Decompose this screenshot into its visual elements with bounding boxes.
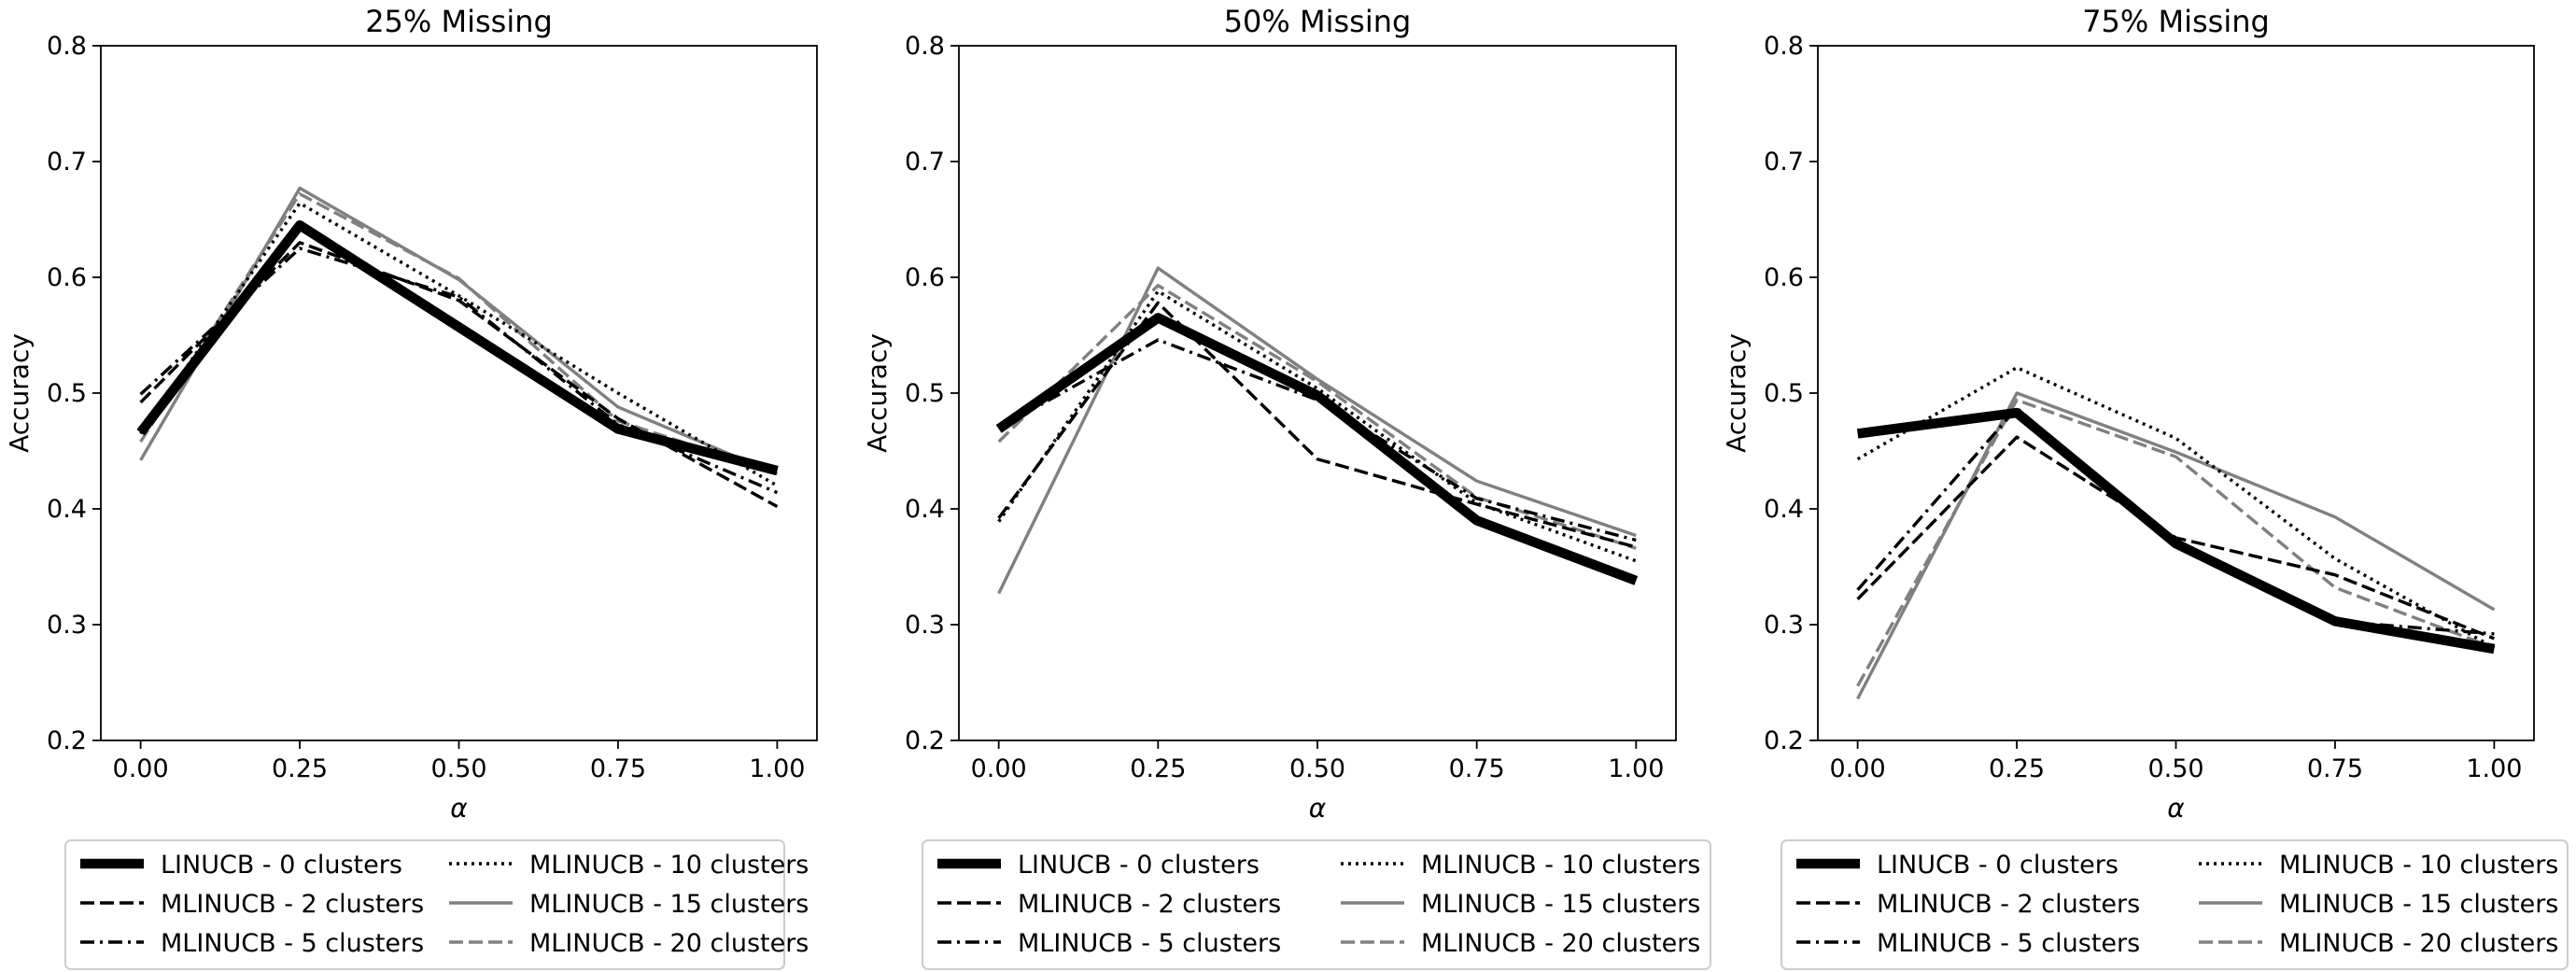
series-lines (136, 186, 779, 508)
y-tick-label: 0.6 (47, 263, 87, 292)
x-tick-label: 1.00 (1608, 754, 1664, 783)
x-tick-label: 0.25 (1130, 754, 1186, 783)
y-tick-label: 0.2 (905, 726, 945, 755)
legend-label: MLINUCB - 15 clusters (2279, 890, 2558, 919)
panel-2: 0.2 0.3 0.4 0.5 0.6 0.7 0.8 0.00 0.25 0.50 0.75 1.0… (862, 4, 1711, 970)
series-line-mlinucb-20-clusters (1856, 398, 2496, 687)
x-axis-label: α (2167, 793, 2185, 824)
y-tick-label: 0.7 (905, 148, 945, 176)
x-tick-label: 0.50 (430, 754, 486, 783)
chart-title: 25% Missing (365, 4, 553, 39)
x-tick-label: 0.75 (1449, 754, 1505, 783)
series-lines (1856, 366, 2496, 700)
y-tick-label: 0.3 (905, 611, 945, 640)
y-axis-label: Accuracy (1721, 333, 1752, 453)
y-tick-label: 0.7 (47, 148, 87, 176)
y-tick-label: 0.6 (1764, 263, 1804, 292)
y-tick-label: 0.5 (905, 379, 945, 408)
series-line-linucb-0-clusters (136, 219, 779, 476)
y-tick-label: 0.6 (905, 263, 945, 292)
y-axis-label: Accuracy (862, 333, 893, 453)
legend: LINUCB - 0 clusters MLINUCB - 2 clusters M… (64, 839, 809, 970)
x-tick-label: 1.00 (2466, 754, 2522, 783)
x-tick-label: 0.00 (113, 754, 169, 783)
series-line-mlinucb-5-clusters (997, 338, 1637, 542)
x-tick-label: 0.25 (272, 754, 328, 783)
y-axis-label: Accuracy (4, 333, 35, 453)
legend-box (64, 839, 785, 970)
panel-1: 0.2 0.3 0.4 0.5 0.6 0.7 0.8 0.00 0.25 0.50 0.75 1.0… (4, 4, 818, 970)
legend-label: MLINUCB - 15 clusters (1421, 890, 1700, 919)
legend-label: MLINUCB - 2 clusters (1018, 890, 1281, 919)
series-line-mlinucb-20-clusters (997, 284, 1637, 550)
series-line-mlinucb-2-clusters (997, 301, 1637, 549)
legend-label: LINUCB - 0 clusters (1018, 851, 1260, 880)
x-tick-label: 0.75 (2307, 754, 2363, 783)
series-lines (995, 266, 1639, 595)
legend-label: MLINUCB - 20 clusters (1421, 929, 1700, 958)
legend-box (922, 839, 1711, 970)
x-tick-label: 0.25 (1989, 754, 2045, 783)
y-tick-label: 0.3 (1764, 611, 1804, 640)
y-tick-label: 0.8 (905, 32, 945, 61)
legend-label: MLINUCB - 10 clusters (2279, 851, 2558, 880)
legend-label: MLINUCB - 20 clusters (2279, 929, 2558, 958)
legend-box (1781, 839, 2569, 970)
series-line-mlinucb-2-clusters (139, 241, 779, 508)
x-tick-label: 0.00 (971, 754, 1027, 783)
y-tick-label: 0.8 (47, 32, 87, 61)
y-tick-label: 0.4 (905, 495, 945, 524)
legend-label: MLINUCB - 5 clusters (1877, 929, 2140, 958)
legend: LINUCB - 0 clusters MLINUCB - 2 clusters M… (1781, 839, 2569, 970)
series-line-linucb-0-clusters (1856, 407, 2496, 655)
series-line-mlinucb-10-clusters (1856, 366, 2496, 650)
y-tick-label: 0.5 (1764, 379, 1804, 408)
legend-label: LINUCB - 0 clusters (1877, 851, 2119, 880)
series-line-mlinucb-20-clusters (139, 191, 778, 475)
series-line-mlinucb-5-clusters (139, 247, 779, 495)
chart-title: 50% Missing (1224, 4, 1412, 39)
legend-label: LINUCB - 0 clusters (161, 851, 402, 880)
legend-label: MLINUCB - 2 clusters (161, 890, 424, 919)
legend-label: MLINUCB - 5 clusters (1018, 929, 1281, 958)
series-line-linucb-0-clusters (995, 313, 1639, 585)
y-tick-label: 0.3 (47, 611, 87, 640)
x-tick-label: 0.75 (590, 754, 646, 783)
y-tick-label: 0.8 (1764, 32, 1804, 61)
legend: LINUCB - 0 clusters MLINUCB - 2 clusters M… (922, 839, 1711, 970)
legend-label: MLINUCB - 15 clusters (529, 890, 809, 919)
x-tick-label: 0.50 (2147, 754, 2203, 783)
y-tick-label: 0.4 (1764, 495, 1804, 524)
legend-label: MLINUCB - 5 clusters (161, 929, 424, 958)
x-tick-label: 1.00 (749, 754, 805, 783)
y-tick-label: 0.7 (1764, 148, 1804, 176)
panel-3: 0.2 0.3 0.4 0.5 0.6 0.7 0.8 0.00 0.25 0.50 0.75 1.0… (1721, 4, 2569, 970)
y-tick-label: 0.2 (47, 726, 87, 755)
plot-frame (100, 45, 818, 741)
legend-label: MLINUCB - 20 clusters (529, 929, 809, 958)
series-line-mlinucb-10-clusters (139, 201, 779, 487)
legend-label: MLINUCB - 10 clusters (1421, 851, 1700, 880)
x-axis-label: α (450, 793, 468, 824)
x-tick-label: 0.00 (1830, 754, 1886, 783)
y-tick-label: 0.5 (47, 379, 87, 408)
chart-title: 75% Missing (2082, 4, 2270, 39)
legend-label: MLINUCB - 10 clusters (529, 851, 809, 880)
legend-label: MLINUCB - 2 clusters (1877, 890, 2140, 919)
x-axis-label: α (1309, 793, 1327, 824)
series-line-mlinucb-10-clusters (997, 289, 1637, 563)
x-tick-label: 0.50 (1289, 754, 1345, 783)
y-tick-label: 0.2 (1764, 726, 1804, 755)
y-tick-label: 0.4 (47, 495, 87, 524)
